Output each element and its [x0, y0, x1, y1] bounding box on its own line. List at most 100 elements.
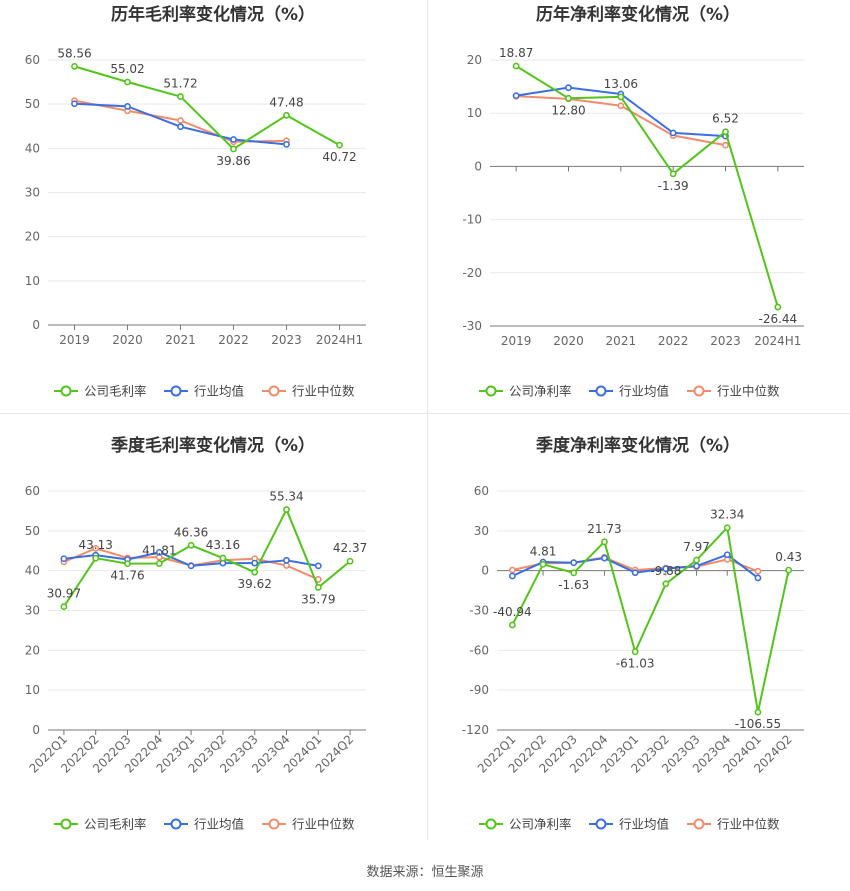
legend-label: 公司毛利率 [84, 384, 147, 399]
legend-marker [693, 818, 705, 830]
data-point-company [187, 541, 195, 549]
x-tick-label: 2023 [710, 334, 741, 348]
x-tick-label: 2022 [658, 334, 689, 348]
data-point-industry_avg [512, 92, 520, 100]
data-label: 41.81 [142, 543, 176, 557]
y-tick-label: 50 [25, 97, 40, 111]
data-point-company [512, 62, 520, 70]
data-point-industry_median [508, 566, 516, 574]
legend-label: 公司净利率 [509, 384, 572, 399]
data-point-company [617, 93, 625, 101]
y-tick-label: 10 [25, 683, 40, 697]
y-tick-label: 0 [474, 159, 482, 173]
x-tick-label: 2024H1 [316, 333, 363, 347]
data-point-company [283, 506, 290, 513]
data-point-industry_avg [177, 123, 184, 131]
data-point-industry_avg [662, 565, 670, 573]
data-label: 40.72 [322, 150, 356, 164]
y-tick-label: 20 [25, 230, 40, 244]
y-tick-label: 0 [32, 318, 40, 332]
x-tick-label: 2019 [501, 334, 532, 348]
chart-title: 历年净利率变化情况（%） [536, 4, 740, 25]
data-label: -61.03 [616, 657, 655, 671]
y-tick-label: 30 [474, 524, 489, 538]
data-point-company [155, 560, 163, 567]
chart-title: 季度净利率变化情况（%） [536, 435, 740, 456]
data-point-industry_median [617, 102, 625, 110]
y-tick-label: 0 [32, 723, 40, 737]
horizontal-divider [0, 413, 850, 414]
data-point-company [124, 560, 131, 568]
legend-marker [170, 385, 182, 397]
data-label: 39.62 [238, 577, 272, 591]
data-label: 13.06 [604, 77, 638, 91]
x-tick-label: 2019 [59, 333, 90, 347]
data-label: 51.72 [163, 77, 197, 91]
x-tick-label: 2023 [271, 333, 302, 347]
legend-marker [60, 385, 72, 397]
chart-2: 历年净利率变化情况（%） -30 -20 -10 0 10 20 2019 2020 2021 20… [462, 4, 804, 399]
data-point-industry_avg [155, 548, 163, 556]
y-tick-label: 30 [25, 604, 40, 618]
data-point-industry_avg [631, 569, 639, 577]
vertical-divider [427, 0, 428, 840]
data-point-industry_avg [723, 551, 731, 559]
data-point-company [71, 62, 78, 70]
data-label: -40.94 [493, 605, 532, 619]
data-point-industry_avg [754, 574, 762, 582]
x-tick-label: 2021 [165, 333, 196, 347]
legend-label: 行业均值 [194, 384, 244, 399]
data-point-company [662, 580, 670, 588]
data-label: -1.63 [558, 578, 589, 592]
legend-marker [170, 818, 182, 830]
data-label: -1.39 [658, 179, 689, 193]
y-tick-label: 50 [25, 524, 40, 538]
data-point-company [60, 603, 68, 611]
data-point-industry_median [754, 567, 762, 575]
data-label: 7.97 [683, 540, 710, 554]
data-point-company [601, 538, 608, 546]
y-tick-label: -60 [469, 643, 489, 657]
data-label: 46.36 [174, 525, 208, 539]
legend-label: 行业中位数 [292, 817, 355, 832]
legend-marker [485, 818, 497, 830]
data-label: 32.34 [710, 508, 744, 522]
data-label: -26.44 [758, 312, 797, 326]
data-point-industry_avg [314, 562, 322, 570]
data-point-industry_avg [71, 100, 78, 108]
data-point-industry_avg [601, 554, 608, 562]
data-point-company [177, 93, 184, 100]
y-tick-label: 60 [25, 484, 40, 498]
data-point-industry_avg [508, 572, 516, 580]
data-label: 4.81 [530, 544, 557, 558]
data-label: 18.87 [499, 46, 533, 60]
data-point-company [230, 145, 237, 153]
data-source: 数据来源：恒生聚源 [366, 865, 484, 880]
y-tick-label: -10 [462, 213, 482, 227]
legend-label: 公司毛利率 [84, 817, 147, 832]
data-point-industry_median [177, 117, 184, 124]
data-point-industry_avg [669, 129, 677, 137]
chart-1: 历年毛利率变化情况（%） 0 10 20 30 40 50 60 2019 2020 2021 202… [25, 4, 366, 399]
data-point-industry_avg [60, 555, 68, 563]
y-tick-label: 40 [25, 141, 40, 155]
chart-title: 季度毛利率变化情况（%） [111, 435, 315, 456]
data-label: 55.34 [269, 490, 303, 504]
legend-marker [595, 385, 607, 397]
data-label: 41.76 [110, 569, 144, 583]
x-tick-label: 2022 [218, 333, 249, 347]
legend-label: 行业中位数 [717, 817, 780, 832]
data-point-industry_avg [187, 562, 195, 570]
data-point-company [722, 128, 729, 136]
legend-label: 行业中位数 [292, 384, 355, 399]
data-point-company [785, 566, 793, 574]
y-tick-label: 20 [467, 53, 482, 67]
data-point-industry_avg [570, 559, 578, 567]
data-point-company [693, 556, 700, 564]
x-tick-label: 2020 [112, 333, 143, 347]
data-label: -9.88 [650, 564, 681, 578]
data-point-industry_median [722, 141, 729, 149]
data-point-company [251, 568, 259, 576]
y-tick-label: 60 [25, 53, 40, 67]
data-label: 43.13 [79, 538, 113, 552]
